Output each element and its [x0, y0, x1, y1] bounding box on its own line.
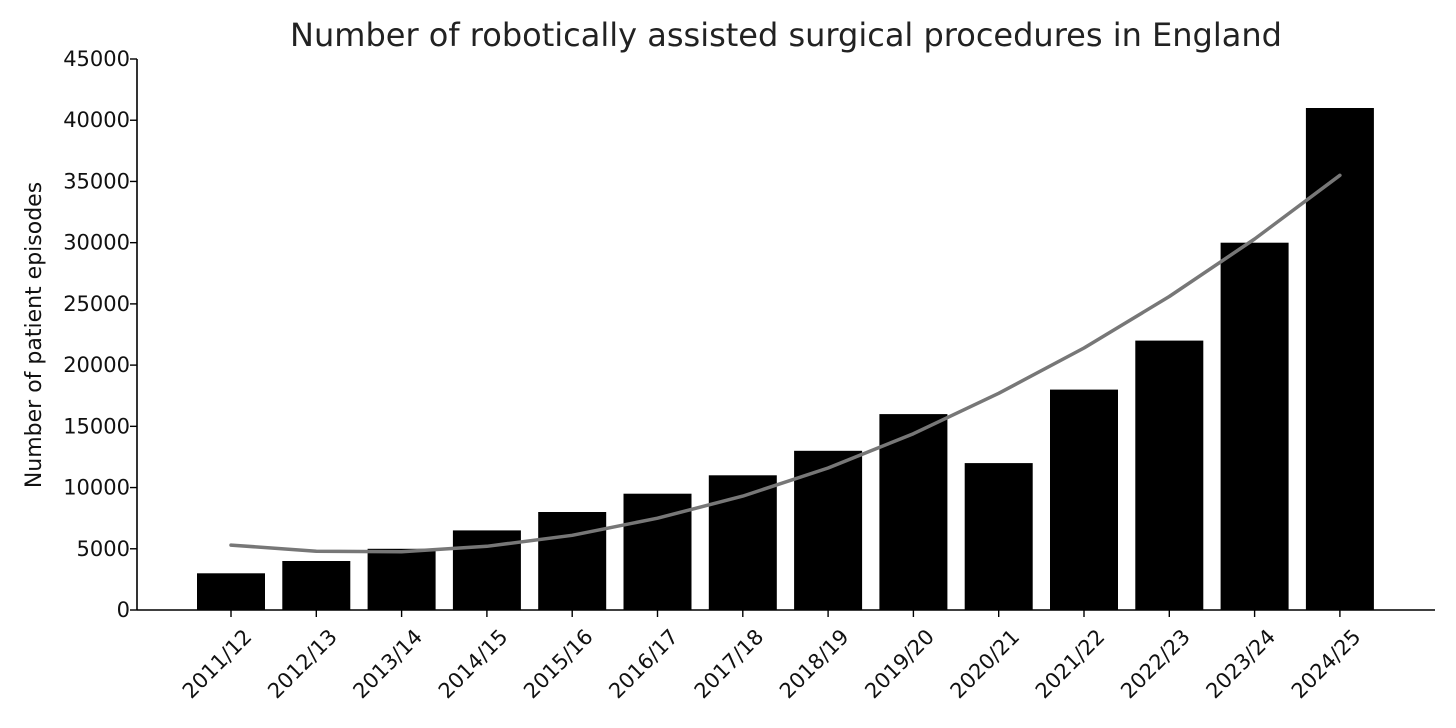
x-tick-label: 2020/21 — [946, 625, 1025, 704]
bar-2011/12 — [197, 573, 265, 610]
y-tick-label: 45000 — [63, 47, 130, 71]
x-axis: 2011/12 2012/13 2013/14 2014/15 2015/16 2016/… — [137, 609, 1435, 704]
y-tick-label: 0 — [117, 598, 130, 622]
y-axis: 0 5000 10000 15000 20000 25000 30000 35000 40000… — [63, 47, 138, 622]
y-tick-label: 30000 — [63, 231, 130, 255]
x-tick-label: 2024/25 — [1287, 625, 1366, 704]
x-tick-label: 2015/16 — [519, 625, 598, 704]
trend-group — [229, 173, 1342, 554]
bar-2020/21 — [964, 463, 1033, 610]
y-tick-label: 20000 — [63, 353, 130, 377]
y-tick-label: 10000 — [63, 476, 130, 500]
y-tick-label: 15000 — [63, 414, 130, 438]
trend-line — [229, 173, 1342, 554]
x-tick-label: 2022/23 — [1116, 625, 1195, 704]
y-tick-label: 35000 — [63, 169, 130, 193]
x-tick-label: 2012/13 — [263, 625, 342, 704]
bar-2015/16 — [538, 512, 607, 610]
y-axis-label: Number of patient episodes — [22, 182, 47, 488]
y-tick-label: 40000 — [63, 108, 130, 132]
x-tick-label: 2018/19 — [775, 625, 854, 704]
bar-2024/25 — [1305, 108, 1374, 610]
bar-2012/13 — [282, 561, 351, 610]
x-tick-label: 2013/14 — [348, 625, 427, 704]
x-tick-label: 2016/17 — [604, 625, 683, 704]
y-tick-label: 5000 — [77, 537, 130, 561]
x-tick-label: 2023/24 — [1201, 625, 1280, 704]
x-tick-label: 2021/22 — [1031, 625, 1110, 704]
bar-2013/14 — [367, 548, 436, 610]
x-tick-label: 2014/15 — [434, 625, 513, 704]
chart-title: Number of robotically assisted surgical … — [290, 16, 1282, 54]
bar-2023/24 — [1220, 242, 1289, 610]
x-tick-label: 2019/20 — [860, 625, 939, 704]
bars-group — [197, 108, 1374, 610]
bar-2021/22 — [1050, 389, 1118, 610]
x-tick-label: 2017/18 — [690, 625, 769, 704]
bar-2018/19 — [794, 450, 863, 610]
bar-2019/20 — [879, 414, 948, 610]
y-tick-label: 25000 — [63, 292, 130, 316]
x-tick-label: 2011/12 — [178, 625, 257, 704]
bar-2022/23 — [1135, 340, 1204, 610]
